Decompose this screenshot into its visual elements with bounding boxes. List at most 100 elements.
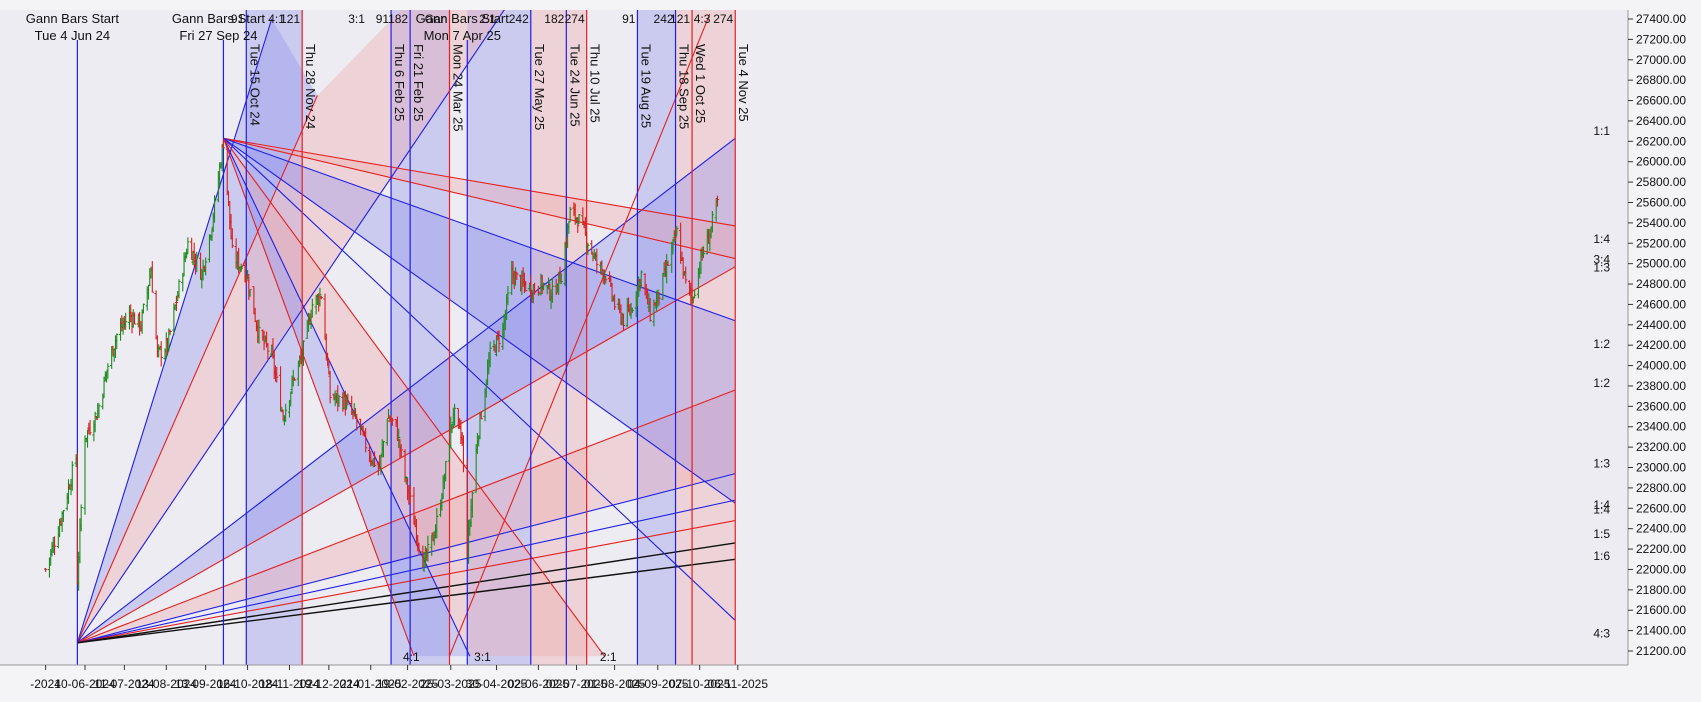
price-tick-label-26: 22200.00 bbox=[1636, 542, 1686, 556]
price-tick-label-20: 23400.00 bbox=[1636, 420, 1686, 434]
gann-fan-line-11 bbox=[223, 137, 736, 227]
time-band-1 bbox=[391, 10, 450, 665]
time-line-label-2: Thu 6 Feb 25 bbox=[392, 44, 407, 121]
gann-fan-line-4 bbox=[77, 266, 736, 644]
price-tick-label-19: 23600.00 bbox=[1636, 399, 1686, 413]
gann-fan-line-13 bbox=[223, 137, 736, 322]
price-tick-label-11: 25200.00 bbox=[1636, 236, 1686, 250]
time-line-label-5: Tue 27 May 25 bbox=[532, 44, 547, 130]
top-count-5: 182 bbox=[388, 12, 408, 26]
price-tick-label-30: 21400.00 bbox=[1636, 624, 1686, 638]
time-line-label-1: Thu 28 Nov 24 bbox=[303, 44, 318, 129]
time-line-label-0: Tue 15 Oct 24 bbox=[247, 44, 262, 126]
time-band-0 bbox=[246, 10, 303, 665]
date-tick-label-16: 07-10-2025 bbox=[669, 677, 731, 691]
fan-fill-0 bbox=[77, 19, 318, 643]
date-tick-label-10: 25-03-2025 bbox=[420, 677, 482, 691]
gann-start-title-1: Gann Bars Start bbox=[172, 11, 266, 26]
date-tick-label-12: 02-06-2025 bbox=[508, 677, 570, 691]
price-tick-label-13: 24800.00 bbox=[1636, 277, 1686, 291]
right-ratio-label-0: 1:1 bbox=[1593, 124, 1610, 138]
time-band-3 bbox=[530, 10, 587, 665]
time-line-label-3: Fri 21 Feb 25 bbox=[411, 44, 426, 121]
gann-fan-line-12 bbox=[223, 137, 736, 260]
right-ratio-label-10: 1:6 bbox=[1593, 549, 1610, 563]
time-line-label-7: Thu 10 Jul 25 bbox=[588, 44, 603, 123]
price-tick-label-23: 22800.00 bbox=[1636, 481, 1686, 495]
right-ratio-label-4: 1:2 bbox=[1593, 337, 1610, 351]
date-tick-label-3: 13-08-2024 bbox=[136, 677, 198, 691]
price-tick-label-22: 23000.00 bbox=[1636, 461, 1686, 475]
price-tick-label-24: 22600.00 bbox=[1636, 501, 1686, 515]
right-ratio-label-1: 1:4 bbox=[1593, 232, 1610, 246]
price-tick-label-5: 26400.00 bbox=[1636, 114, 1686, 128]
bottom-ratio-label-2: 2:1 bbox=[600, 650, 617, 664]
top-count-8: 242 bbox=[509, 12, 529, 26]
right-ratio-label-7: 1:4 bbox=[1593, 498, 1610, 512]
top-count-12: 242 bbox=[654, 12, 674, 26]
price-tick-label-25: 22400.00 bbox=[1636, 522, 1686, 536]
price-tick-label-31: 21200.00 bbox=[1636, 644, 1686, 658]
gann-start-date-2: Mon 7 Apr 25 bbox=[424, 28, 501, 43]
gann-fan-line-8 bbox=[77, 519, 736, 644]
gann-fan-line-1 bbox=[76, 95, 318, 644]
gann-fan-line-9 bbox=[77, 542, 736, 644]
gann-fan-line-19 bbox=[448, 13, 711, 657]
right-ratio-label-11: 4:3 bbox=[1593, 627, 1610, 641]
gann-fan-line-16 bbox=[222, 137, 605, 657]
gann-fan-line-6 bbox=[77, 473, 736, 644]
gann-fan-line-15 bbox=[223, 137, 736, 621]
top-count-7: 2:1 bbox=[479, 12, 496, 26]
price-tick-label-0: 27400.00 bbox=[1636, 12, 1686, 26]
price-tick-label-14: 24600.00 bbox=[1636, 297, 1686, 311]
bottom-ratio-label-1: 3:1 bbox=[474, 650, 491, 664]
time-line-label-6: Tue 24 Jun 25 bbox=[567, 44, 582, 127]
top-count-15: 274 bbox=[713, 12, 733, 26]
date-tick-label-17: 06-11-2025 bbox=[708, 677, 769, 691]
right-ratio-label-3: 1:3 bbox=[1593, 261, 1610, 275]
gann-start-date-1: Fri 27 Sep 24 bbox=[179, 28, 257, 43]
gann-start-title-0: Gann Bars Start bbox=[26, 11, 120, 26]
date-tick-label-7: 19-12-2024 bbox=[298, 677, 360, 691]
date-tick-label-14: 01-08-2025 bbox=[584, 677, 646, 691]
price-tick-label-6: 26200.00 bbox=[1636, 134, 1686, 148]
date-tick-label-5: 16-10-2024 bbox=[217, 677, 279, 691]
time-line-label-8: Tue 19 Aug 25 bbox=[638, 44, 653, 128]
top-count-1: 4:1 bbox=[268, 12, 285, 26]
top-count-0: 91 bbox=[231, 12, 245, 26]
top-count-2: 121 bbox=[280, 12, 300, 26]
price-tick-label-4: 26600.00 bbox=[1636, 94, 1686, 108]
gann-start-date-0: Tue 4 Jun 24 bbox=[35, 28, 110, 43]
right-ratio-label-9: 1:5 bbox=[1593, 527, 1610, 541]
price-tick-label-29: 21600.00 bbox=[1636, 603, 1686, 617]
price-tick-label-15: 24400.00 bbox=[1636, 318, 1686, 332]
time-line-label-4: Mon 24 Mar 25 bbox=[450, 44, 465, 131]
gann-fan-line-0 bbox=[76, 18, 273, 644]
price-tick-label-28: 21800.00 bbox=[1636, 583, 1686, 597]
price-tick-label-21: 23200.00 bbox=[1636, 440, 1686, 454]
right-ratio-label-6: 1:3 bbox=[1593, 456, 1610, 470]
time-line-label-10: Wed 1 Oct 25 bbox=[693, 44, 708, 123]
price-tick-label-27: 22000.00 bbox=[1636, 562, 1686, 576]
gann-fan-line-5 bbox=[77, 389, 736, 644]
plot-group bbox=[44, 10, 736, 665]
gann-start-title-2: Gann Bars Start bbox=[416, 11, 510, 26]
price-tick-label-9: 25600.00 bbox=[1636, 195, 1686, 209]
date-tick-label-4: 13-09-2024 bbox=[175, 677, 237, 691]
gann-fan-line-10 bbox=[77, 558, 736, 644]
price-tick-label-17: 24000.00 bbox=[1636, 359, 1686, 373]
price-tick-label-16: 24200.00 bbox=[1636, 338, 1686, 352]
top-count-9: 182 bbox=[544, 12, 564, 26]
time-band-5 bbox=[675, 10, 736, 665]
date-tick-label-6: 18-11-2024 bbox=[259, 677, 320, 691]
right-ratio-label-8: 1:4 bbox=[1593, 502, 1610, 516]
price-tick-label-8: 25800.00 bbox=[1636, 175, 1686, 189]
date-tick-label-9: 19-02-2025 bbox=[377, 677, 439, 691]
plot-area bbox=[0, 10, 1628, 665]
time-line-label-11: Tue 4 Nov 25 bbox=[736, 44, 751, 122]
price-tick-label-3: 26800.00 bbox=[1636, 73, 1686, 87]
date-tick-label-2: 11-07-2024 bbox=[94, 677, 155, 691]
top-count-11: 91 bbox=[622, 12, 636, 26]
price-tick-label-1: 27200.00 bbox=[1636, 32, 1686, 46]
